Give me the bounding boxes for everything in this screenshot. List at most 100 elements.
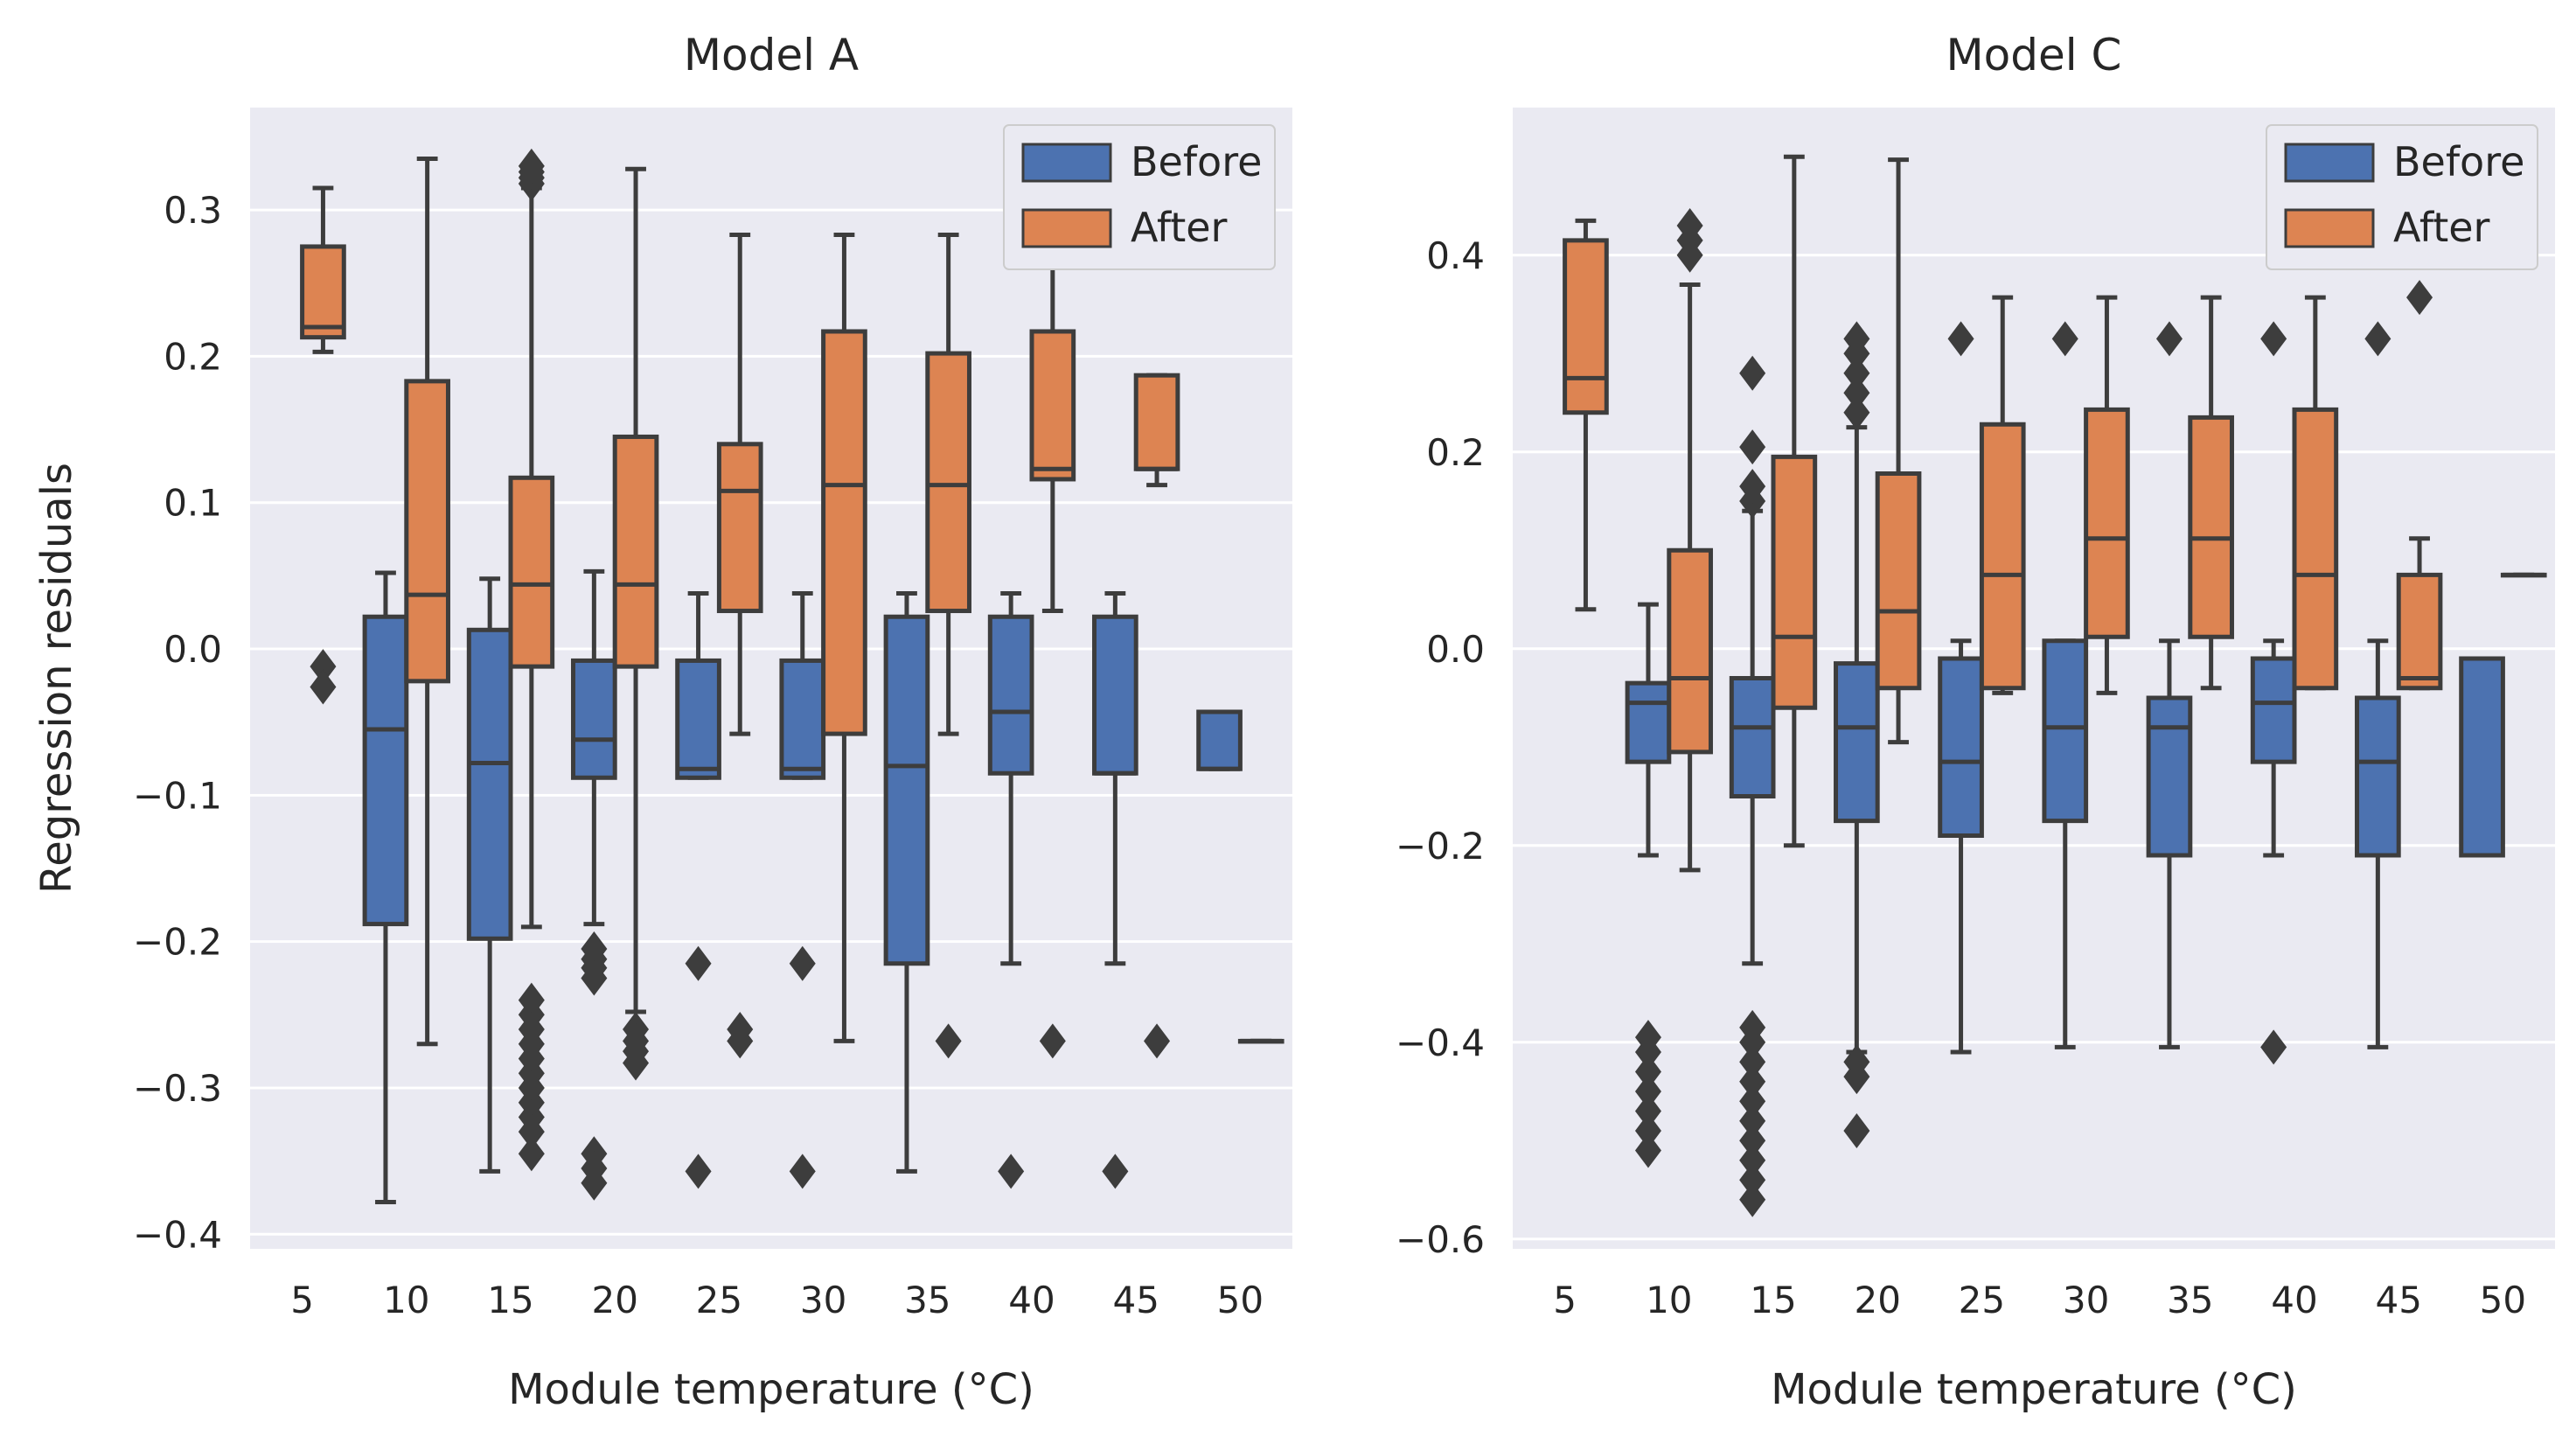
outlier-point — [1739, 429, 1766, 465]
outlier-point — [1739, 469, 1766, 505]
y-tick-label: 0.3 — [164, 189, 222, 232]
outlier-point — [518, 148, 545, 184]
outlier-point — [935, 1023, 962, 1059]
outlier-point — [2155, 321, 2183, 357]
x-tick-label: 45 — [2375, 1279, 2421, 1321]
x-tick-label: 40 — [1008, 1279, 1055, 1321]
box-after-35 — [925, 233, 971, 1059]
box-before-25 — [675, 590, 721, 1189]
outlier-point — [1102, 1154, 1129, 1189]
box-after-40 — [2292, 295, 2339, 691]
outlier-point — [1739, 1063, 1766, 1099]
box-before-40 — [2250, 321, 2297, 1065]
box-before-10 — [362, 570, 409, 1204]
y-tick-label: −0.4 — [1396, 1021, 1485, 1064]
outlier-point — [2364, 321, 2392, 357]
box-body — [1196, 709, 1243, 771]
x-tick-labels: 5 10 15 20 25 30 35 40 45 50 — [1553, 1279, 2526, 1321]
y-tick-label: 0.4 — [1426, 234, 1485, 277]
box-after-30 — [821, 233, 867, 1043]
box-body — [571, 658, 617, 780]
box-body — [2250, 656, 2297, 764]
x-tick-label: 50 — [2480, 1279, 2526, 1321]
box-body — [404, 379, 450, 684]
box-body — [1625, 680, 1672, 764]
box-before-35 — [883, 590, 930, 1174]
box-body — [2042, 638, 2089, 824]
box-body — [2396, 572, 2443, 691]
legend-label-after: After — [2393, 204, 2490, 251]
legend-swatch-after — [1021, 208, 1112, 248]
outlier-point — [1739, 1142, 1766, 1178]
outlier-point — [1676, 208, 1703, 243]
box-after-20 — [1875, 157, 1922, 745]
box-after-45 — [2396, 280, 2443, 691]
outlier-point — [518, 1114, 545, 1150]
box-after-20 — [612, 166, 659, 1081]
legend-label-before: Before — [1131, 138, 1262, 185]
box-body — [300, 244, 346, 340]
box-body — [1133, 373, 1180, 471]
y-tick-label: −0.2 — [1396, 825, 1485, 868]
outlier-point — [2051, 321, 2078, 357]
outlier-point — [1739, 1162, 1766, 1198]
box-body — [1029, 329, 1076, 482]
outlier-point — [1634, 1074, 1661, 1109]
outlier-point — [1739, 1123, 1766, 1159]
box-before-15 — [466, 576, 513, 1174]
box-body — [716, 442, 763, 614]
outlier-point — [1039, 1023, 1066, 1059]
box-body — [362, 614, 409, 927]
outlier-point — [2260, 321, 2287, 357]
outlier-point — [2406, 280, 2433, 316]
box-after-50 — [1237, 1038, 1285, 1044]
outlier-point — [1739, 1103, 1766, 1139]
box-after-35 — [2188, 295, 2234, 691]
box-before-50 — [1196, 709, 1243, 771]
outlier-point — [1739, 355, 1766, 391]
box-after-25 — [716, 233, 763, 1059]
outlier-point — [1739, 1024, 1766, 1060]
box-body — [2188, 415, 2234, 639]
box-after-25 — [1979, 295, 2026, 695]
box-after-5 — [1563, 218, 1609, 612]
outlier-point — [1634, 1113, 1661, 1148]
chart-title: Model A — [684, 30, 859, 80]
box-after-10 — [1667, 208, 1713, 873]
x-tick-label: 25 — [1959, 1279, 2005, 1321]
x-tick-label: 40 — [2271, 1279, 2317, 1321]
outlier-point — [310, 669, 337, 705]
box-after-15 — [508, 148, 555, 1172]
outlier-point — [310, 649, 337, 685]
box-body — [2146, 695, 2193, 858]
legend: Before After — [1003, 124, 1276, 270]
box-body — [1938, 656, 1984, 838]
outlier-point — [623, 1045, 650, 1081]
outlier-point — [1634, 1133, 1661, 1168]
x-tick-label: 25 — [696, 1279, 742, 1321]
outlier-point — [2260, 1029, 2287, 1065]
box-before-35 — [2146, 321, 2193, 1049]
box-before-40 — [987, 590, 1034, 1189]
box-body — [1979, 422, 2026, 691]
box-before-20 — [571, 568, 617, 1201]
box-body — [1563, 238, 1609, 415]
box-body — [925, 351, 971, 614]
outlier-point — [789, 945, 816, 981]
y-tick-labels: −0.4 −0.3 −0.2 −0.1 0.0 0.1 0.2 0.3 — [133, 189, 222, 1256]
x-tick-label: 10 — [1646, 1279, 1692, 1321]
outlier-point — [581, 1165, 608, 1201]
outlier-point — [1843, 375, 1870, 411]
legend-swatch-after — [2284, 208, 2375, 248]
box-before-20 — [1834, 321, 1880, 1148]
y-tick-label: 0.1 — [164, 482, 222, 525]
x-tick-label: 35 — [2167, 1279, 2213, 1321]
legend-swatch-before — [1021, 143, 1112, 183]
box-after-30 — [2084, 295, 2130, 695]
y-tick-label: 0.2 — [164, 335, 222, 378]
box-body — [1092, 614, 1138, 776]
box-body — [2292, 407, 2339, 691]
outlier-point — [581, 960, 608, 996]
x-tick-label: 20 — [1854, 1279, 1900, 1321]
x-tick-label: 45 — [1112, 1279, 1159, 1321]
